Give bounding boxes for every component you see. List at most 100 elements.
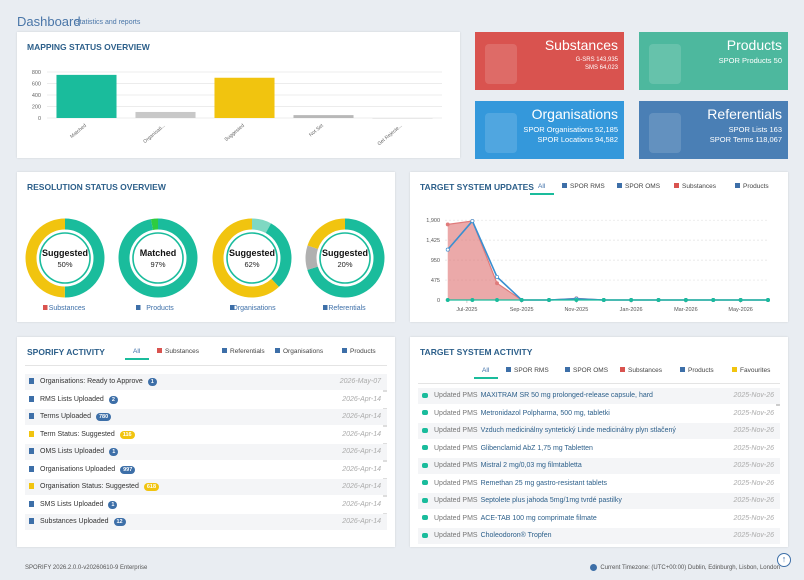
activity-link[interactable]: ACE-TAB 100 mg comprimate filmate bbox=[480, 514, 597, 522]
activity-row[interactable]: Updated PMS Glibenclamid AbZ 1,75 mg Tabl… bbox=[418, 440, 780, 457]
activity-row[interactable]: Organisations: Ready to Approve 1 2026-May… bbox=[25, 374, 387, 390]
tab[interactable]: Substances bbox=[674, 183, 716, 190]
tab[interactable]: All bbox=[538, 183, 546, 190]
tab[interactable]: SPOR RMS bbox=[506, 367, 549, 374]
tab[interactable]: All bbox=[482, 367, 490, 374]
panel-title: MAPPING STATUS OVERVIEW bbox=[27, 42, 150, 52]
tab-underline bbox=[530, 193, 554, 195]
tab-icon bbox=[222, 348, 227, 353]
tab[interactable]: SPOR OMS bbox=[617, 183, 660, 190]
tab[interactable]: All bbox=[133, 348, 141, 355]
activity-prefix: Updated PMS bbox=[434, 532, 478, 539]
tab-icon bbox=[275, 348, 280, 353]
activity-prefix: Updated PMS bbox=[434, 409, 478, 417]
tab-underline bbox=[474, 377, 498, 379]
activity-row[interactable]: Substances Uploaded 12 2026-Apr-14 bbox=[25, 514, 387, 530]
activity-row[interactable]: Updated PMS Mistral 2 mg/0,03 mg filmtabl… bbox=[418, 458, 780, 474]
version: SPORIFY 2026.2.0.0-v20260610-9 Enterpris… bbox=[25, 565, 148, 571]
divider bbox=[418, 383, 780, 384]
activity-row[interactable]: Term Status: Suggested 116 2026-Apr-14 bbox=[25, 426, 387, 443]
activity-row[interactable]: Updated PMS Vzduch medicinálny syntetický… bbox=[418, 423, 780, 439]
activity-prefix: Updated PMS bbox=[434, 444, 478, 452]
activity-row[interactable]: Updated PMS Remethan 25 mg gastro-resista… bbox=[418, 475, 780, 492]
tab-icon bbox=[732, 367, 737, 372]
y-tick-label: 1,425 bbox=[426, 238, 440, 244]
activity-row[interactable]: Updated PMS Choleodoron® Tropfen 2025-Nov-… bbox=[418, 528, 780, 544]
donut-center-text: 62% bbox=[244, 260, 259, 269]
activity-row[interactable]: SMS Lists Uploaded 1 2026-Apr-14 bbox=[25, 496, 387, 513]
activity-badge: 618 bbox=[143, 483, 160, 491]
activity-row[interactable]: Organisations Uploaded 997 2026-Apr-14 bbox=[25, 461, 387, 478]
tab-icon bbox=[620, 367, 625, 372]
tab[interactable]: Organisations bbox=[275, 348, 323, 355]
tile[interactable]: Products SPOR Products 50 bbox=[639, 32, 788, 90]
donut-inner-ring bbox=[132, 232, 184, 284]
activity-date: 2025-Nov-26 bbox=[733, 444, 774, 452]
tab[interactable]: SPOR OMS bbox=[565, 367, 608, 374]
activity-text: OMS Lists Uploaded bbox=[40, 448, 105, 455]
x-tick-label: Suggested bbox=[224, 123, 246, 143]
mapping-panel: MAPPING STATUS OVERVIEW 0 200 400 600 800 Mat… bbox=[17, 32, 460, 158]
tab[interactable]: Referentials bbox=[222, 348, 265, 355]
point bbox=[683, 298, 688, 302]
y-tick-label: 475 bbox=[431, 278, 440, 284]
activity-date: 2026-Apr-14 bbox=[342, 483, 381, 490]
activity-row[interactable]: OMS Lists Uploaded 1 2026-Apr-14 bbox=[25, 444, 387, 460]
divider bbox=[25, 365, 387, 366]
activity-link[interactable]: Remethan 25 mg gastro-resistant tablets bbox=[480, 479, 608, 487]
x-tick-label: May-2026 bbox=[728, 307, 752, 313]
scroll-top-button[interactable]: ↑ bbox=[777, 553, 791, 567]
activity-link[interactable]: Metronidazol Polpharma, 500 mg, tabletki bbox=[480, 409, 610, 417]
activity-link[interactable]: Mistral 2 mg/0,03 mg filmtabletta bbox=[480, 462, 582, 469]
tile-line: G-SRS 143,935 bbox=[575, 57, 618, 63]
activity-link[interactable]: Glibenclamid AbZ 1,75 mg Tabletten bbox=[480, 444, 593, 452]
donut-center-text: 50% bbox=[57, 260, 72, 269]
activity-text: Organisations: Ready to Approve bbox=[40, 378, 143, 385]
tile[interactable]: Organisations SPOR Organisations 52,185 SP… bbox=[475, 101, 624, 159]
tab[interactable]: Products bbox=[680, 367, 714, 374]
x-tick-label: Jul-2025 bbox=[456, 307, 477, 313]
tab-icon bbox=[680, 367, 685, 372]
y-tick-label: 800 bbox=[32, 70, 41, 76]
panel-title: TARGET SYSTEM ACTIVITY bbox=[420, 347, 533, 357]
activity-row[interactable]: Updated PMS ACE-TAB 100 mg comprimate fil… bbox=[418, 510, 780, 527]
activity-link[interactable]: Septolete plus jahoda 5mg/1mg tvrdé past… bbox=[480, 497, 622, 504]
area-chart: 0 475 950 1,425 1,900 Jul-2025 Sep-2025 Nov-202… bbox=[426, 218, 770, 313]
tab[interactable]: Substances bbox=[157, 348, 199, 355]
tab[interactable]: Products bbox=[735, 183, 769, 190]
activity-link[interactable]: MAXITRAM SR 50 mg prolonged-release caps… bbox=[480, 392, 653, 399]
activity-row[interactable]: Updated PMS Metronidazol Polpharma, 500 m… bbox=[418, 405, 780, 422]
activity-icon bbox=[29, 500, 34, 507]
x-tick-label: Not Set bbox=[308, 123, 325, 139]
x-tick-label: Get Rejecte... bbox=[377, 123, 404, 147]
tab[interactable]: SPOR RMS bbox=[562, 183, 605, 190]
activity-icon bbox=[29, 465, 34, 472]
tab-icon bbox=[617, 183, 622, 188]
activity-row[interactable]: Updated PMS MAXITRAM SR 50 mg prolonged-r… bbox=[418, 388, 780, 404]
activity-text: Organisation Status: Suggested bbox=[40, 483, 139, 490]
activity-prefix: Updated PMS bbox=[434, 462, 478, 469]
point bbox=[495, 298, 499, 302]
tile-icon bbox=[485, 113, 517, 153]
tab-icon bbox=[157, 348, 162, 353]
activity-row[interactable]: Terms Uploaded 780 2026-Apr-14 bbox=[25, 409, 387, 425]
activity-icon bbox=[29, 518, 34, 525]
activity-link[interactable]: Choleodoron® Tropfen bbox=[480, 532, 552, 539]
tab[interactable]: Favourites bbox=[732, 367, 770, 374]
activity-row[interactable]: Updated PMS Septolete plus jahoda 5mg/1mg… bbox=[418, 493, 780, 509]
tile[interactable]: Referentials SPOR Lists 163 SPOR Terms 118… bbox=[639, 101, 788, 159]
activity-row[interactable]: Organisation Status: Suggested 618 2026-Ap… bbox=[25, 479, 387, 495]
activity-icon bbox=[422, 410, 428, 416]
tab[interactable]: Substances bbox=[620, 367, 662, 374]
activity-row[interactable]: RMS Lists Uploaded 2 2026-Apr-14 bbox=[25, 391, 387, 408]
donut-center-title: Matched bbox=[140, 248, 177, 258]
activity-link[interactable]: Vzduch medicinálny syntetický Linde medi… bbox=[480, 427, 676, 434]
donut-label: Referentials bbox=[328, 305, 366, 312]
x-tick-label: Organisati... bbox=[142, 123, 167, 145]
tile[interactable]: Substances G-SRS 143,935 SMS 64,023 bbox=[475, 32, 624, 90]
x-tick-label: Mar-2026 bbox=[674, 307, 698, 313]
activity-text: RMS Lists Uploaded bbox=[40, 395, 104, 403]
tab[interactable]: Products bbox=[342, 348, 376, 355]
activity-icon bbox=[422, 497, 428, 503]
bar-chart: 0 200 400 600 800 Matched Organisati... Suggest… bbox=[32, 70, 442, 147]
